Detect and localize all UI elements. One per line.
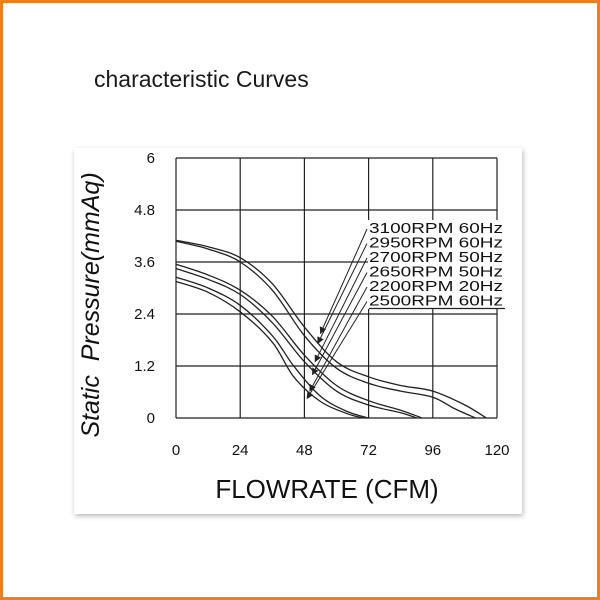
legend-background [368, 220, 504, 309]
callout-arrow-2 [314, 257, 368, 363]
x-tick-label: 96 [424, 442, 441, 459]
y-tick-label: 6 [147, 150, 155, 167]
series-line-5 [175, 280, 364, 419]
legend-label: 3100RPM 60Hz [369, 221, 503, 237]
series-line-1 [175, 240, 476, 419]
page-title: characteristic Curves [94, 66, 309, 92]
x-tick-label: 24 [232, 442, 249, 459]
callout-arrow-4 [309, 286, 368, 392]
y-axis-label: Static Pressure(mmAq) [77, 172, 105, 437]
legend-label: 2700RPM 50Hz [369, 250, 503, 266]
x-tick-label: 48 [296, 442, 313, 459]
series-line-0 [175, 239, 487, 419]
callout-arrow-0 [319, 228, 368, 335]
y-tick-label: 1.2 [134, 358, 155, 375]
y-tick-label: 3.6 [134, 254, 155, 271]
legend-label: 2200RPM 20Hz [369, 279, 503, 295]
chart-card [74, 148, 522, 514]
x-tick-label: 72 [360, 442, 377, 459]
x-tick-label: 120 [484, 442, 509, 459]
legend-label: 2950RPM 60Hz [369, 236, 503, 252]
series-lines [175, 239, 487, 419]
x-axis-label: FLOWRATE (CFM) [215, 474, 438, 504]
y-tick-label: 0 [147, 410, 155, 427]
callout-arrow-5 [306, 301, 368, 400]
callout-arrows [306, 228, 368, 400]
legend-label: 2500RPM 60Hz [369, 294, 503, 310]
y-tick-label: 2.4 [134, 306, 155, 323]
series-line-2 [175, 263, 423, 419]
callout-arrow-3 [311, 272, 368, 376]
legend-label: 2650RPM 50Hz [369, 265, 503, 281]
tick-labels: 0 24 48 72 96 120 0 1.2 2.4 3.6 4.8 6 [134, 150, 509, 459]
y-tick-label: 4.8 [134, 202, 155, 219]
x-tick-label: 0 [172, 442, 180, 459]
series-line-3 [175, 267, 418, 419]
series-line-4 [175, 276, 369, 419]
callout-arrow-1 [317, 243, 368, 345]
